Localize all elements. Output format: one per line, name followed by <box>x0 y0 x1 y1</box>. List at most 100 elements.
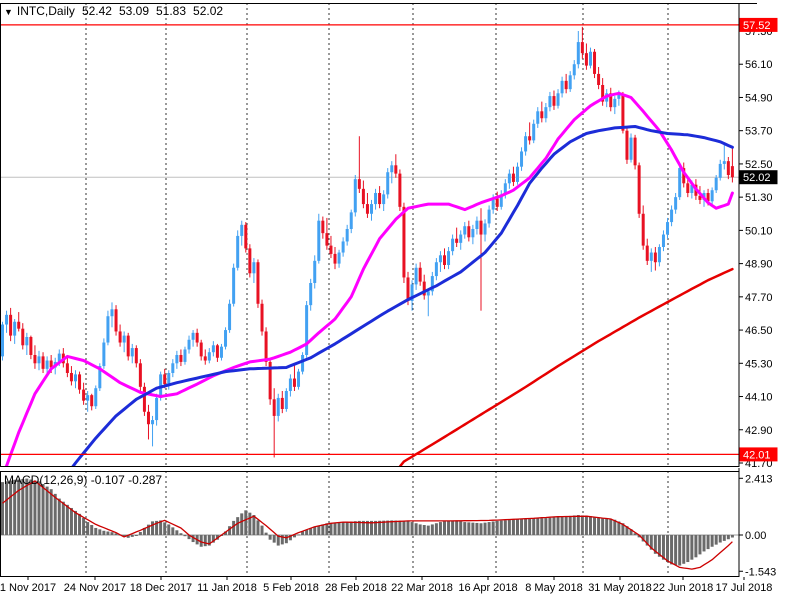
candle-down <box>280 397 284 409</box>
candle-up <box>211 345 215 353</box>
price-badge-label: 57.52 <box>743 20 771 32</box>
candle-down <box>78 374 82 390</box>
price-axis-label: 50.10 <box>745 225 773 237</box>
macd-bar <box>605 518 609 535</box>
macd-bar <box>524 518 528 535</box>
macd-bar <box>361 520 365 535</box>
macd-bar <box>459 521 463 535</box>
macd-bar <box>402 520 406 535</box>
macd-bar <box>130 535 134 537</box>
macd-bar <box>264 532 268 535</box>
macd-bar <box>467 522 471 535</box>
macd-bar <box>593 516 597 535</box>
candle-down <box>641 213 645 246</box>
macd-bar <box>106 531 110 535</box>
candle-up <box>341 241 345 253</box>
indicator-name: MACD(12,26,9) <box>4 473 88 487</box>
candle-up <box>503 183 507 195</box>
macd-bar <box>422 525 426 535</box>
macd-pane[interactable] <box>0 478 739 570</box>
macd-bar <box>382 520 386 535</box>
macd-bar <box>661 535 665 560</box>
macd-bar <box>584 515 588 535</box>
candle-up <box>219 346 223 358</box>
macd-bar <box>179 533 183 535</box>
macd-bar <box>390 520 394 535</box>
candle-down <box>195 332 199 343</box>
candle-up <box>228 303 232 331</box>
candle-down <box>564 80 568 90</box>
time-axis-label: 22 Mar 2018 <box>391 582 453 594</box>
candle-down <box>706 192 710 202</box>
candle-up <box>718 163 722 178</box>
macd-bar <box>357 520 361 535</box>
candle-up <box>45 360 49 369</box>
candle-up <box>240 224 244 236</box>
macd-bar <box>313 526 317 535</box>
candle-up <box>382 194 386 205</box>
macd-bar <box>686 535 690 563</box>
candle-up <box>284 390 288 409</box>
symbol-dropdown-icon[interactable]: ▼ <box>4 7 13 17</box>
candle-up <box>613 98 617 108</box>
macd-bar <box>252 515 256 535</box>
macd-bar <box>414 523 418 535</box>
candle-down <box>633 137 637 166</box>
macd-bar <box>710 535 714 547</box>
price-axis[interactable]: 57.3056.1054.9053.7052.5051.3050.1048.90… <box>738 3 776 578</box>
time-axis[interactable]: 1 Nov 2017 24 Nov 2017 18 Dec 2017 11 Jan 2… <box>0 577 772 594</box>
macd-bar <box>110 532 114 535</box>
macd-bar <box>657 535 661 557</box>
price-pane[interactable] <box>0 26 739 477</box>
candle-down <box>179 354 183 362</box>
candle-down <box>65 363 69 373</box>
macd-bar <box>337 522 341 535</box>
candle-down <box>528 136 532 141</box>
macd-bar <box>33 480 37 535</box>
macd-bar <box>292 535 296 538</box>
candle-down <box>325 233 329 246</box>
candle-down <box>357 179 361 189</box>
candle-up <box>5 314 9 325</box>
candle-down <box>726 161 730 175</box>
macd-bar <box>499 520 503 535</box>
time-axis-label: 1 Nov 2017 <box>0 582 56 594</box>
candle-up <box>588 51 592 66</box>
macd-bar <box>228 526 232 535</box>
macd-bar <box>73 510 77 535</box>
macd-bar <box>268 535 272 540</box>
macd-bar <box>718 535 722 543</box>
macd-bar <box>240 513 244 535</box>
macd-bar <box>447 520 451 535</box>
macd-bar <box>25 478 29 535</box>
macd-bar <box>552 517 556 535</box>
macd-bar <box>706 535 710 550</box>
candle-up <box>483 223 487 235</box>
candle-down <box>361 188 365 205</box>
macd-bar <box>730 535 734 538</box>
time-axis-label: 8 May 2018 <box>525 582 582 594</box>
macd-bar <box>597 517 601 535</box>
candle-up <box>536 111 540 124</box>
macd-bar <box>394 520 398 535</box>
candle-down <box>114 309 118 332</box>
candle-down <box>33 354 37 364</box>
macd-bar <box>29 479 33 535</box>
macd-bar <box>544 518 548 535</box>
candle-down <box>394 165 398 174</box>
macd-bar <box>126 535 130 538</box>
macd-bar <box>455 520 459 535</box>
candle-down <box>597 73 601 85</box>
macd-bar <box>276 535 280 546</box>
time-axis-label: 18 Dec 2017 <box>130 582 192 594</box>
candle-up <box>463 226 467 235</box>
candle-up <box>670 209 674 223</box>
candle-up <box>661 234 665 247</box>
candle-up <box>171 363 175 373</box>
ma-slow-red <box>397 267 734 467</box>
candle-down <box>17 321 21 329</box>
time-axis-label: 22 Jun 2018 <box>653 582 714 594</box>
macd-bar <box>418 524 422 535</box>
price-axis-label: 47.70 <box>745 292 773 304</box>
